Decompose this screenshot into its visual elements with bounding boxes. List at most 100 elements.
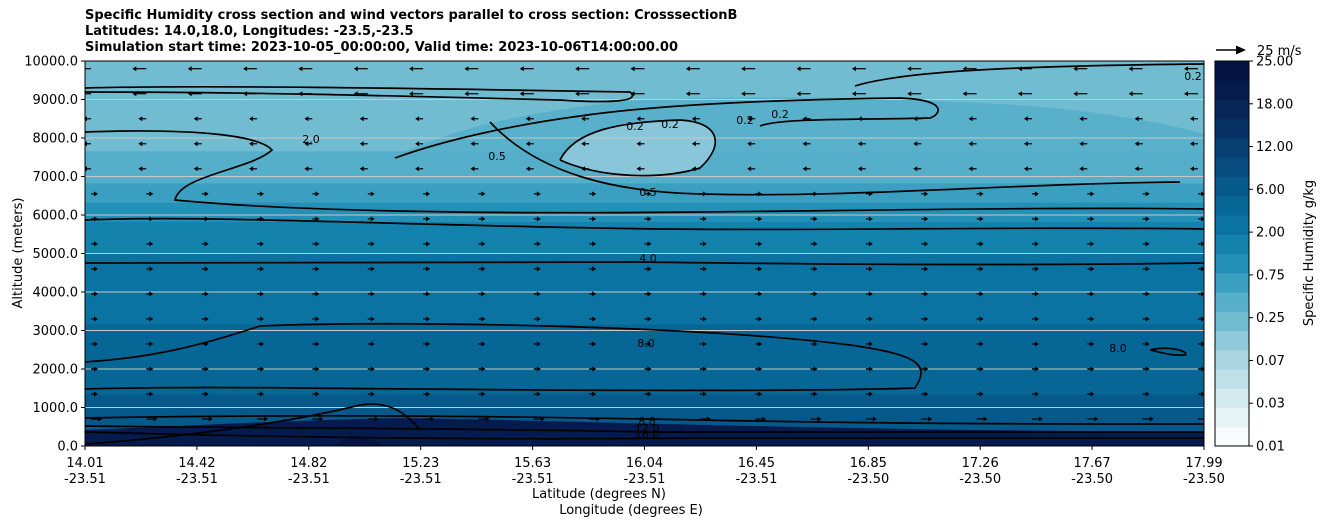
- contour-line: [1149, 347, 1187, 357]
- wind-vector-head: [813, 391, 818, 397]
- wind-vector-head: [758, 291, 763, 297]
- wind-vector-head: [1128, 66, 1133, 72]
- wind-vector-head: [1090, 191, 1095, 197]
- wind-vector-head: [647, 266, 652, 272]
- colorbar-segment: [1215, 234, 1249, 254]
- humidity-band: [85, 285, 1204, 293]
- wind-vector-head: [536, 366, 541, 372]
- wind-vector-head: [924, 391, 929, 397]
- wind-vector-head: [1128, 91, 1133, 97]
- colorbar-tick-label: 2.00: [1256, 226, 1285, 241]
- wind-vector-head: [758, 366, 763, 372]
- wind-vector-head: [817, 416, 822, 422]
- wind-vector-head: [304, 141, 309, 147]
- wind-vector-head: [924, 341, 929, 347]
- wind-vector-head: [430, 416, 435, 422]
- humidity-band: [85, 362, 1204, 370]
- wind-vector-head: [968, 116, 973, 122]
- title-line-3: Simulation start time: 2023-10-05_00:00:…: [85, 40, 678, 55]
- humidity-band: [85, 343, 1204, 351]
- wind-vector-head: [868, 266, 873, 272]
- wind-vector-head: [1034, 341, 1039, 347]
- wind-vector-head: [647, 216, 652, 222]
- wind-vector-head: [813, 266, 818, 272]
- wind-vector-head: [260, 366, 265, 372]
- wind-vector-head: [1145, 291, 1150, 297]
- y-tick-label: 3000.0: [33, 324, 79, 339]
- wind-vector-head: [193, 166, 198, 172]
- wind-vector-head: [370, 391, 375, 397]
- wind-vector-head: [592, 341, 597, 347]
- wind-vector-head: [1090, 291, 1095, 297]
- contour-line: [85, 414, 1204, 425]
- wind-vector-head: [470, 116, 475, 122]
- wind-vector-head: [426, 241, 431, 247]
- x-tick-label-latitude: 17.26: [962, 456, 999, 471]
- wind-vector-head: [1145, 341, 1150, 347]
- wind-vector-head: [983, 416, 988, 422]
- humidity-band: [85, 259, 1204, 267]
- humidity-band: [85, 272, 1204, 280]
- wind-vector-head: [868, 366, 873, 372]
- contour-label: 16.0: [635, 428, 660, 441]
- wind-vector-head: [702, 241, 707, 247]
- y-tick-label: 0.0: [57, 440, 78, 455]
- wind-vector-head: [1034, 291, 1039, 297]
- humidity-band: [85, 298, 1204, 306]
- y-tick-label: 6000.0: [33, 209, 79, 224]
- wind-vector-head: [747, 116, 752, 122]
- wind-vector-head: [1034, 216, 1039, 222]
- humidity-band: [85, 176, 1204, 184]
- grid-lines: [85, 99, 1204, 408]
- colorbar-segment: [1215, 195, 1249, 216]
- wind-vector-head: [149, 316, 154, 322]
- wind-vector-head: [370, 216, 375, 222]
- colorbar-tick-label: 0.75: [1256, 268, 1285, 283]
- contour-label: 8.0: [638, 415, 656, 428]
- humidity-band: [85, 311, 1204, 319]
- wind-vector-head: [264, 416, 269, 422]
- wind-vector-head: [979, 266, 984, 272]
- wind-vector-head: [1090, 266, 1095, 272]
- wind-vector-head: [260, 316, 265, 322]
- contour-label: 8.0: [1109, 342, 1127, 355]
- colorbar-segment: [1215, 118, 1249, 139]
- wind-vector-head: [536, 391, 541, 397]
- wind-vector-head: [315, 241, 320, 247]
- wind-vector-head: [741, 66, 746, 72]
- y-tick-label: 9000.0: [33, 93, 79, 108]
- wind-vector-head: [962, 91, 967, 97]
- wind-vector-head: [485, 416, 490, 422]
- wind-vector-head: [243, 66, 248, 72]
- wind-vector-head: [691, 141, 696, 147]
- contour-line: [854, 63, 1204, 87]
- wind-vector-head: [647, 366, 652, 372]
- wind-vector-head: [204, 241, 209, 247]
- wind-vector-head: [1079, 141, 1084, 147]
- wind-vector-head: [204, 191, 209, 197]
- wind-vector-head: [260, 241, 265, 247]
- wind-vector-head: [741, 91, 746, 97]
- wind-vector-head: [592, 266, 597, 272]
- wind-vector-head: [1145, 391, 1150, 397]
- wind-vector-head: [204, 341, 209, 347]
- wind-vector-head: [370, 266, 375, 272]
- humidity-band: [85, 317, 1204, 325]
- colorbar-tick-label: 0.07: [1256, 354, 1285, 369]
- wind-vector-head: [685, 91, 690, 97]
- y-tick-label: 5000.0: [33, 247, 79, 262]
- x-tick-label-longitude: -23.51: [176, 472, 218, 487]
- wind-vector-head: [1073, 91, 1078, 97]
- contour-label: 0.5: [639, 186, 657, 199]
- wind-vector-head: [298, 91, 303, 97]
- wind-vector-head: [592, 366, 597, 372]
- colorbar-segment: [1215, 349, 1249, 370]
- contour-labels: 0.2 0.2 0.2 0.20.20.50.52.04.08.0 8.08.012.0…: [302, 70, 1202, 441]
- wind-vector-head: [1201, 291, 1204, 297]
- wind-vector-head: [968, 166, 973, 172]
- contour-line: [559, 119, 717, 177]
- contour-lines: [85, 63, 1204, 445]
- wind-vector-head: [315, 341, 320, 347]
- wind-vector-head: [426, 291, 431, 297]
- wind-vector-head: [979, 216, 984, 222]
